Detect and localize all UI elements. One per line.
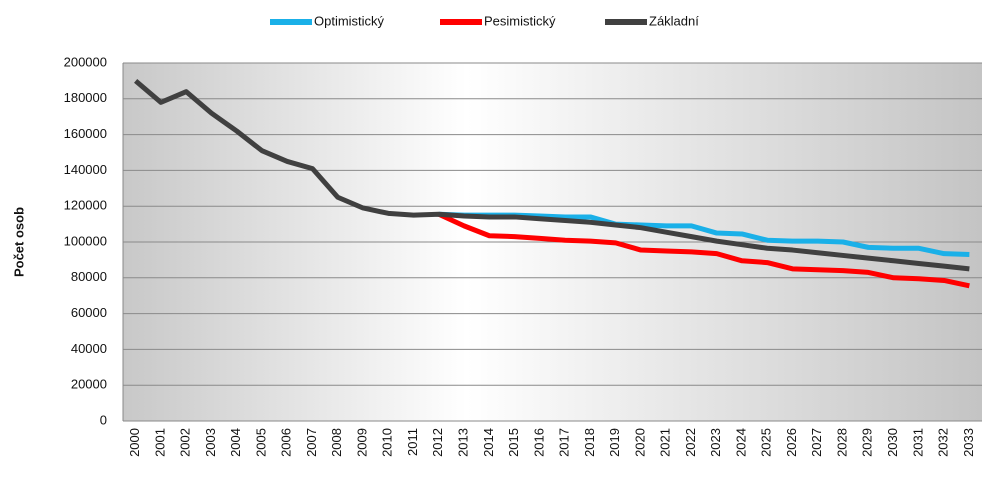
x-tick-label: 2010: [380, 428, 395, 457]
x-tick-label: 2016: [531, 428, 546, 457]
y-tick-label: 20000: [71, 377, 107, 392]
y-tick-label: 200000: [64, 54, 107, 69]
x-tick-label: 2019: [607, 428, 622, 457]
legend-label: Základní: [649, 13, 699, 28]
x-tick-label: 2009: [354, 428, 369, 457]
x-tick-label: 2012: [430, 428, 445, 457]
x-tick-label: 2020: [632, 428, 647, 457]
x-tick-label: 2030: [885, 428, 900, 457]
y-axis-label: Počet osob: [11, 207, 26, 277]
x-tick-label: 2008: [329, 428, 344, 457]
x-tick-label: 2028: [834, 428, 849, 457]
y-tick-label: 120000: [64, 198, 107, 213]
x-tick-label: 2032: [936, 428, 951, 457]
x-tick-label: 2021: [658, 428, 673, 457]
y-tick-label: 160000: [64, 126, 107, 141]
x-tick-label: 2029: [860, 428, 875, 457]
x-tick-label: 2033: [961, 428, 976, 457]
y-tick-label: 180000: [64, 90, 107, 105]
x-tick-label: 2031: [910, 428, 925, 457]
x-tick-label: 2000: [127, 428, 142, 457]
y-tick-label: 100000: [64, 233, 107, 248]
y-tick-label: 140000: [64, 162, 107, 177]
series-line: [437, 211, 970, 289]
x-tick-label: 2003: [203, 428, 218, 457]
x-tick-label: 2026: [784, 428, 799, 457]
x-tick-label: 2013: [456, 428, 471, 457]
x-tick-label: 2006: [279, 428, 294, 457]
x-tick-label: 2022: [683, 428, 698, 457]
x-tick-label: 2011: [405, 428, 420, 456]
x-tick-label: 2025: [759, 428, 774, 457]
x-tick-label: 2024: [733, 428, 748, 457]
x-tick-label: 2001: [152, 428, 167, 457]
y-tick-label: 60000: [71, 305, 107, 320]
x-tick-label: 2004: [228, 428, 243, 457]
x-tick-label: 2015: [506, 428, 521, 457]
x-tick-label: 2023: [708, 428, 723, 457]
x-tick-label: 2018: [582, 428, 597, 457]
x-tick-label: 2027: [809, 428, 824, 457]
y-tick-label: 0: [100, 412, 107, 427]
series-line: [134, 78, 970, 272]
y-tick-label: 80000: [71, 269, 107, 284]
x-tick-label: 2007: [304, 428, 319, 457]
legend-label: Optimistický: [314, 13, 385, 28]
y-tick-label: 40000: [71, 341, 107, 356]
x-tick-label: 2002: [178, 428, 193, 457]
x-tick-label: 2014: [481, 428, 496, 457]
x-tick-label: 2017: [557, 428, 572, 457]
x-tick-label: 2005: [253, 428, 268, 457]
legend-label: Pesimistický: [484, 13, 556, 28]
